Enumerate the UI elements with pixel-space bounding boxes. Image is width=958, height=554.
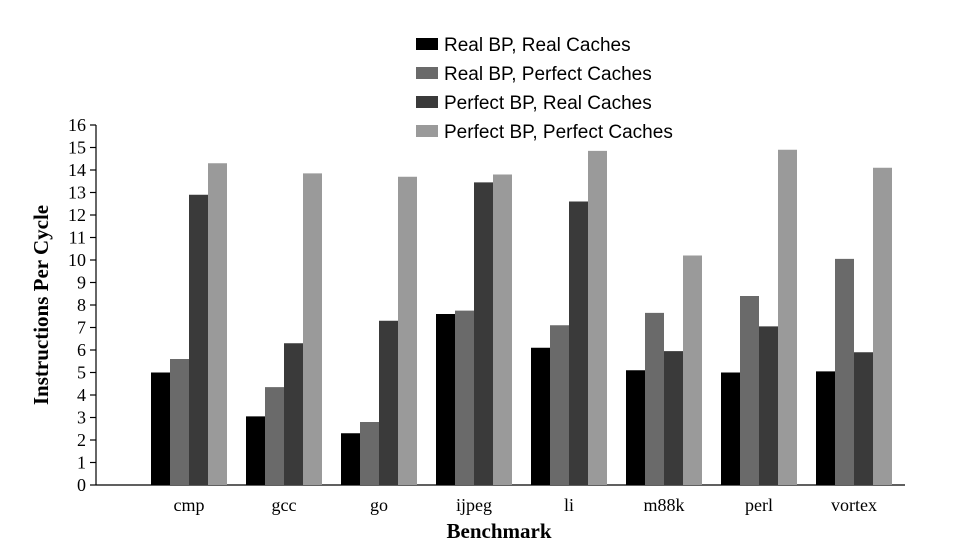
bar-cmp-series-3 xyxy=(189,194,208,485)
x-tick-label: ijpeg xyxy=(456,495,492,515)
bar-perl-series-3 xyxy=(759,326,778,485)
x-axis-title: Benchmark xyxy=(447,519,552,543)
bar-ijpeg-series-1 xyxy=(436,314,455,485)
bar-vortex-series-1 xyxy=(816,371,835,485)
bar-go-series-2 xyxy=(360,422,379,485)
y-axis-title: Instructions Per Cycle xyxy=(29,205,53,405)
legend-swatch-3 xyxy=(416,96,438,108)
x-tick-label: m88k xyxy=(643,495,684,515)
y-tick-label: 9 xyxy=(77,273,86,293)
bar-ijpeg-series-3 xyxy=(474,182,493,485)
y-tick-label: 13 xyxy=(68,183,86,203)
bar-perl-series-1 xyxy=(721,372,740,485)
y-tick-label: 2 xyxy=(77,430,86,450)
y-tick-label: 15 xyxy=(68,138,86,158)
legend-label-4: Perfect BP, Perfect Caches xyxy=(444,122,673,143)
bar-ijpeg-series-4 xyxy=(493,174,512,485)
x-tick-label: vortex xyxy=(831,495,877,515)
bar-gcc-series-3 xyxy=(284,343,303,485)
legend-label-1: Real BP, Real Caches xyxy=(444,35,631,56)
bar-m88k-series-4 xyxy=(683,255,702,485)
bar-vortex-series-4 xyxy=(873,167,892,485)
bar-li-series-3 xyxy=(569,201,588,485)
bar-go-series-4 xyxy=(398,176,417,485)
bar-cmp-series-4 xyxy=(208,163,227,485)
bar-m88k-series-3 xyxy=(664,351,683,485)
legend-label-3: Perfect BP, Real Caches xyxy=(444,93,652,114)
y-tick-label: 3 xyxy=(77,408,86,428)
y-tick-label: 10 xyxy=(68,250,86,270)
bar-perl-series-4 xyxy=(778,149,797,485)
bar-li-series-4 xyxy=(588,150,607,485)
bar-m88k-series-2 xyxy=(645,312,664,485)
bars xyxy=(151,149,892,485)
bar-gcc-series-2 xyxy=(265,387,284,485)
y-tick-label: 7 xyxy=(77,318,86,338)
x-tick-label: gcc xyxy=(272,495,297,515)
y-tick-label: 11 xyxy=(69,228,86,248)
x-axis: cmp gcc go ijpeg li m88k perl vortex xyxy=(96,484,905,515)
bar-go-series-1 xyxy=(341,433,360,485)
y-tick-label: 14 xyxy=(68,160,86,180)
bar-vortex-series-3 xyxy=(854,352,873,485)
y-tick-label: 6 xyxy=(77,340,86,360)
x-tick-label: perl xyxy=(745,495,773,515)
legend-swatch-4 xyxy=(416,125,438,137)
y-tick-label: 0 xyxy=(77,475,86,495)
y-tick-label: 5 xyxy=(77,363,86,383)
bar-cmp-series-1 xyxy=(151,372,170,485)
x-tick-label: cmp xyxy=(174,495,205,515)
legend-swatch-2 xyxy=(416,67,438,79)
bar-li-series-1 xyxy=(531,347,550,485)
bar-ijpeg-series-2 xyxy=(455,310,474,485)
legend-label-2: Real BP, Perfect Caches xyxy=(444,64,652,85)
bar-li-series-2 xyxy=(550,325,569,485)
bar-cmp-series-2 xyxy=(170,359,189,485)
bar-vortex-series-2 xyxy=(835,258,854,485)
y-tick-label: 4 xyxy=(77,385,86,405)
y-tick-label: 1 xyxy=(77,453,86,473)
legend: Real BP, Real Caches Real BP, Perfect Cac… xyxy=(416,35,673,143)
bar-gcc-series-1 xyxy=(246,416,265,485)
legend-swatch-1 xyxy=(416,38,438,50)
bar-go-series-3 xyxy=(379,320,398,485)
bar-m88k-series-1 xyxy=(626,370,645,485)
bar-gcc-series-4 xyxy=(303,173,322,485)
y-tick-label: 8 xyxy=(77,295,86,315)
y-tick-label: 16 xyxy=(68,115,86,135)
x-tick-label: li xyxy=(564,495,574,515)
bar-perl-series-2 xyxy=(740,296,759,485)
x-tick-label: go xyxy=(370,495,388,515)
y-tick-label: 12 xyxy=(68,205,86,225)
